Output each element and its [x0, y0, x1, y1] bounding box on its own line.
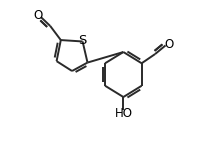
- Text: S: S: [78, 34, 87, 47]
- Text: O: O: [33, 9, 42, 22]
- Text: HO: HO: [115, 107, 133, 120]
- Text: O: O: [165, 38, 174, 51]
